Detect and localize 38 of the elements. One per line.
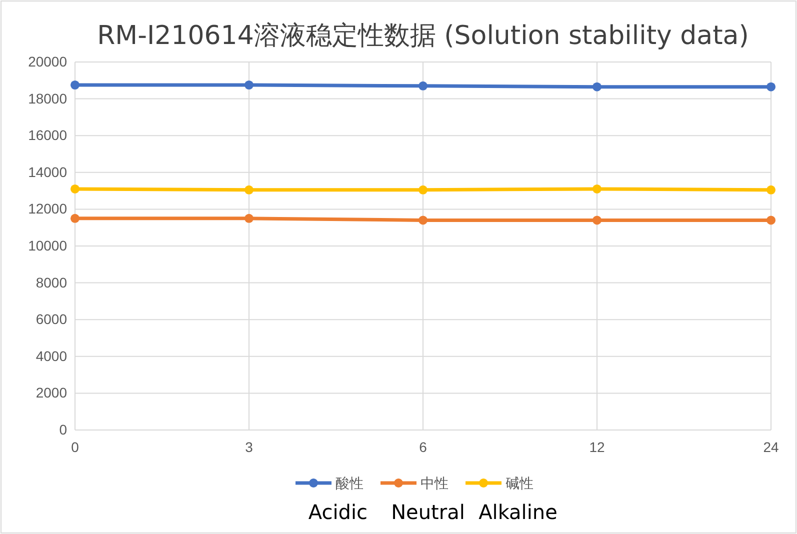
point bbox=[70, 184, 80, 194]
point bbox=[766, 82, 776, 92]
x-tick-label: 6 bbox=[419, 438, 428, 455]
point bbox=[418, 81, 428, 90]
point bbox=[418, 185, 428, 194]
chart-title: RM-I210614溶液稳定性数据 (Solution stability data) bbox=[97, 21, 749, 51]
y-tick-label: 0 bbox=[59, 421, 68, 438]
point bbox=[244, 80, 254, 90]
legend-label: 碱性 bbox=[506, 476, 534, 492]
y-tick-label: 14000 bbox=[28, 164, 68, 180]
legend-label: 中性 bbox=[420, 476, 448, 492]
point bbox=[244, 185, 254, 194]
y-tick-label: 2000 bbox=[36, 384, 68, 401]
point bbox=[592, 82, 602, 92]
x-tick-label: 0 bbox=[71, 438, 80, 455]
text: Alkaline bbox=[478, 500, 558, 524]
x-tick-label: 3 bbox=[245, 438, 254, 455]
y-tick-label: 12000 bbox=[28, 200, 68, 217]
x-tick-label: 24 bbox=[763, 438, 779, 455]
y-tick-label: 4000 bbox=[36, 348, 68, 364]
point bbox=[766, 185, 776, 194]
y-tick-label: 18000 bbox=[28, 90, 68, 106]
x-tick-label: 12 bbox=[589, 438, 605, 455]
y-tick-label: 10000 bbox=[28, 237, 68, 254]
text: Acidic bbox=[308, 500, 368, 524]
point bbox=[70, 214, 80, 223]
y-tick-label: 6000 bbox=[36, 311, 68, 328]
y-tick-label: 8000 bbox=[36, 274, 68, 290]
point bbox=[766, 216, 776, 225]
y-tick-label: 16000 bbox=[28, 127, 68, 144]
point bbox=[70, 80, 80, 90]
point bbox=[244, 214, 254, 223]
point bbox=[418, 216, 428, 225]
point bbox=[592, 216, 602, 225]
text: Neutral bbox=[391, 500, 465, 524]
y-tick-label: 20000 bbox=[28, 53, 68, 70]
legend-label: 酸性 bbox=[336, 476, 364, 492]
point bbox=[592, 184, 602, 194]
